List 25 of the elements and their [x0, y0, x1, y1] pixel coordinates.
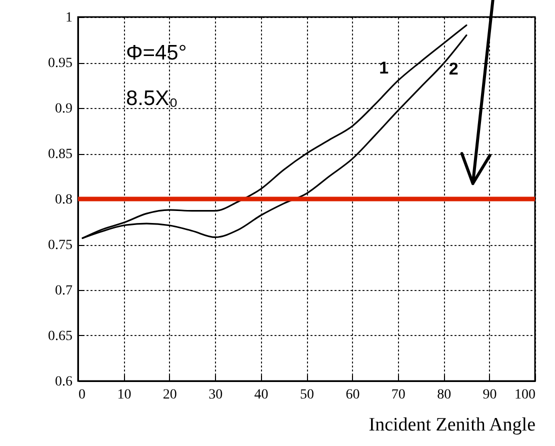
y-tick-label: 0.75: [48, 238, 72, 253]
x-tick-label: 80: [437, 388, 452, 402]
x-axis-title: Incident Zenith Angle: [368, 414, 536, 436]
x-tick-label: 100: [514, 388, 536, 402]
y-tick-label: 0.7: [55, 284, 72, 298]
x-tick-label: 70: [391, 388, 406, 402]
annotation: Φ=45°: [126, 41, 187, 64]
x-tick-label: 10: [117, 388, 132, 402]
annotation: 8.5X₀: [126, 86, 178, 110]
x-tick-label: 60: [346, 388, 360, 402]
series-label: 2: [448, 59, 458, 78]
x-tick-label: 20: [162, 388, 177, 402]
y-tick-label: 0.95: [48, 56, 72, 71]
x-tick-label: 90: [482, 388, 497, 402]
x-tick-label: 50: [300, 388, 314, 402]
series-label: 1: [379, 58, 389, 78]
y-tick-label: 0.6: [55, 374, 72, 390]
y-tick-label: 0.9: [55, 102, 72, 116]
y-tick-label: 1: [66, 10, 72, 26]
x-tick-label: 40: [254, 388, 268, 402]
x-tick-label: 30: [208, 388, 223, 402]
y-tick-label: 0.85: [48, 147, 72, 162]
x-tick-label: 0: [78, 388, 86, 402]
y-tick-label: 0.8: [55, 192, 72, 208]
y-tick-label: 0.65: [48, 329, 72, 344]
